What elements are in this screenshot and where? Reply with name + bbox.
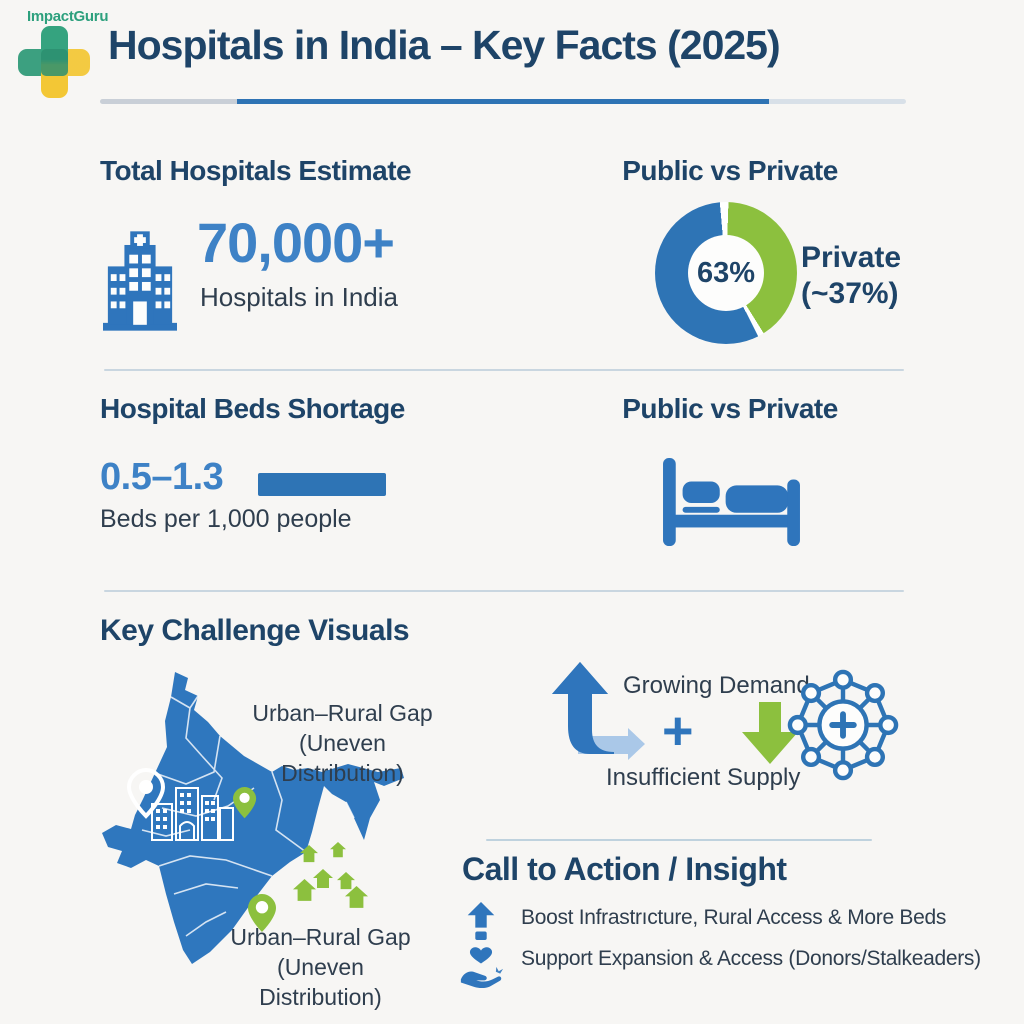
- insufficient-supply-arrow-icon: [742, 702, 798, 764]
- page-title: Hospitals in India – Key Facts (2025): [108, 22, 781, 68]
- map-label-bottom-line2: (Uneven Distribution): [259, 954, 382, 1010]
- beds-shortage-bar: [258, 473, 386, 496]
- title-underline: [100, 99, 906, 104]
- cta-item-2-text: Support Expansion & Access (Donors/Stalk…: [521, 947, 981, 970]
- section-divider-3: [486, 839, 872, 841]
- growing-demand-arrow-icon: [552, 662, 645, 760]
- map-label-top-line1: Urban–Rural Gap: [252, 700, 433, 726]
- call-to-action-heading: Call to Action / Insight: [462, 851, 787, 887]
- plus-sign: +: [662, 701, 694, 761]
- state-borders: [141, 695, 355, 937]
- map-label-top-line2: (Uneven Distribution): [281, 730, 404, 786]
- public-private-beds-heading: Public vs Private: [622, 393, 838, 424]
- donut-private-label: Private (~37%): [801, 240, 901, 312]
- map-label-bottom-line1: Urban–Rural Gap: [230, 924, 411, 950]
- total-hospitals-label: Hospitals in India: [200, 282, 398, 312]
- heart-hand-icon: [460, 947, 504, 988]
- public-private-donut-heading: Public vs Private: [622, 155, 838, 186]
- hospital-building-icon: [103, 231, 177, 331]
- rural-pin-on-map-icon: [233, 787, 257, 819]
- hospital-bed-icon: [663, 458, 800, 547]
- beds-shortage-heading: Hospital Beds Shortage: [100, 393, 405, 424]
- beds-shortage-label: Beds per 1,000 people: [100, 505, 352, 533]
- city-buildings-icon: [151, 787, 234, 841]
- rural-houses-icon: [293, 842, 368, 908]
- brand-cross-icon: [16, 24, 92, 100]
- public-private-donut-chart: 63%: [655, 202, 797, 344]
- section-divider-2: [104, 590, 904, 592]
- health-network-icon: [787, 669, 899, 781]
- total-hospitals-value: 70,000+: [197, 211, 395, 274]
- urban-pin-icon: [126, 767, 166, 819]
- cta-item-1-text: Boost Infrastrıcture, Rural Access & Mor…: [521, 906, 947, 929]
- donut-center-label: 63%: [688, 235, 764, 311]
- india-map: [102, 672, 404, 964]
- map-label-bottom: Urban–Rural Gap (Uneven Distribution): [228, 922, 413, 1012]
- brand-logo-text: ImpactGuru: [27, 8, 109, 25]
- key-challenges-heading: Key Challenge Visuals: [100, 614, 410, 647]
- total-hospitals-heading: Total Hospitals Estimate: [100, 155, 412, 186]
- donut-private-label-line2: (~37%): [801, 277, 899, 310]
- rural-pin-icon: [248, 894, 276, 932]
- section-divider-1: [104, 369, 904, 371]
- map-label-top: Urban–Rural Gap (Uneven Distribution): [245, 698, 440, 788]
- cross-center: [41, 49, 68, 76]
- boost-arrow-icon: [467, 902, 495, 940]
- donut-private-label-line1: Private: [801, 241, 902, 274]
- insufficient-supply-label: Insufficient Supply: [606, 764, 801, 791]
- growing-demand-label: Growing Demand: [623, 672, 810, 699]
- beds-shortage-value: 0.5–1.3: [100, 456, 224, 498]
